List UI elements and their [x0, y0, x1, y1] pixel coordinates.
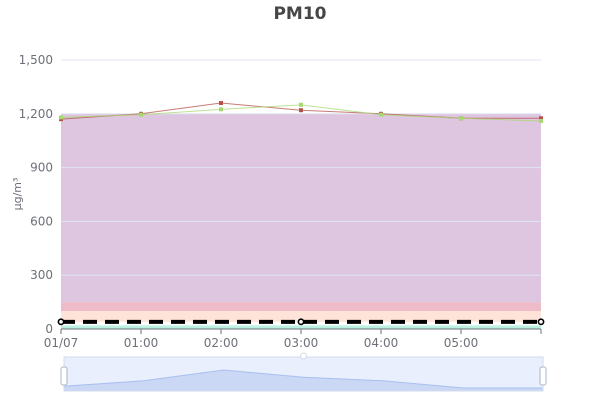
- y-axis-title: µg/m³: [11, 178, 24, 211]
- x-tick-label: 02:00: [204, 336, 239, 350]
- series-1-point: [59, 115, 63, 120]
- band-3: [61, 302, 541, 312]
- band-2: [61, 311, 541, 322]
- series-0-point: [299, 108, 303, 113]
- x-tick-label: 05:00: [444, 336, 479, 350]
- zoom-move-handle[interactable]: [300, 352, 307, 360]
- concentration-bands: [61, 113, 541, 329]
- y-tick-label: 900: [30, 161, 53, 175]
- series-layer: [57, 101, 545, 326]
- y-axis-ticks: 0 300 600 900 1,200 1,500: [19, 53, 53, 336]
- series-0-point: [219, 101, 223, 106]
- x-axis: 01/07 01:00 02:00 03:00 04:00 05:00: [44, 328, 542, 350]
- series-2-point: [297, 318, 305, 326]
- series-1-point: [219, 107, 223, 112]
- zoom-handle-right[interactable]: [539, 366, 547, 386]
- y-tick-label: 600: [30, 214, 53, 228]
- y-tick-label: 0: [45, 322, 53, 336]
- series-1-point: [299, 102, 303, 107]
- series-1-point: [139, 112, 143, 117]
- series-1-point: [379, 112, 383, 117]
- band-0: [61, 325, 541, 329]
- series-0-point: [539, 116, 543, 121]
- series-1-point: [539, 118, 543, 123]
- y-gridlines: [61, 59, 541, 276]
- series-1-point: [459, 116, 463, 121]
- zoom-handle-left[interactable]: [60, 366, 68, 386]
- y-tick-label: 300: [30, 268, 53, 282]
- chart-title: PM10: [273, 4, 326, 24]
- band-4: [61, 113, 541, 303]
- x-tick-label: 01:00: [124, 336, 159, 350]
- x-tick-label: 04:00: [364, 336, 399, 350]
- x-tick-label: 03:00: [284, 336, 319, 350]
- y-tick-label: 1,500: [19, 53, 53, 67]
- y-tick-label: 1,200: [19, 107, 53, 121]
- x-tick-label: 01/07: [44, 336, 79, 350]
- series-2-point: [537, 318, 545, 326]
- series-2-point: [57, 318, 65, 326]
- data-zoom-slider[interactable]: [60, 352, 547, 392]
